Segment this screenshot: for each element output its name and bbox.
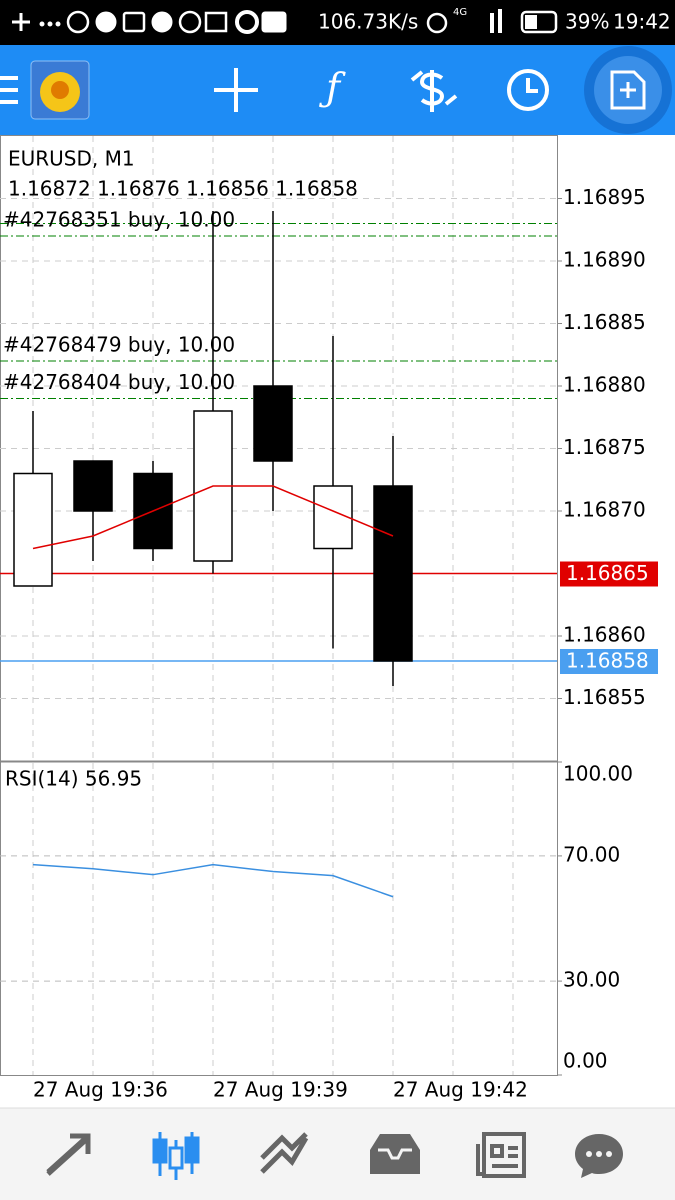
x-tick-label: 27 Aug 19:36: [33, 1078, 168, 1102]
y-tick-label: 1.16895: [563, 185, 646, 209]
status-icons: [12, 9, 558, 34]
y-tick-label: 100.00: [563, 762, 633, 786]
y-tick-label: 1.16880: [563, 373, 646, 397]
y-tick-label: 70.00: [563, 842, 620, 866]
y-tick-label: 1.16885: [563, 310, 646, 334]
menu-button[interactable]: [0, 76, 18, 104]
clock: 19:42: [613, 10, 671, 34]
ohlc-readout: 1.16872 1.16876 1.16856 1.16858: [8, 177, 358, 201]
y-tick-label: 1.16890: [563, 248, 646, 272]
battery-level: 39%: [565, 10, 609, 34]
candle-body: [253, 385, 293, 462]
indicator-title: RSI(14) 56.95: [5, 767, 142, 791]
quotes-tab[interactable]: [46, 1133, 91, 1176]
news-tab[interactable]: [476, 1132, 526, 1178]
candle-body: [13, 472, 53, 587]
history-button[interactable]: [507, 69, 549, 111]
rsi-line: [32, 863, 394, 898]
symbol-title: EURUSD, M1: [8, 147, 135, 171]
toolbar: [0, 45, 675, 135]
bid-price-label: 1.16858: [566, 649, 649, 673]
moving-average: [32, 485, 394, 550]
y-tick-label: 0.00: [563, 1049, 608, 1073]
bid-price-tag: [560, 649, 658, 674]
candle-body: [313, 485, 353, 550]
chart-frame: [0, 135, 558, 1076]
candle-body: [373, 485, 413, 662]
app-logo[interactable]: [30, 60, 90, 120]
ask-price-tag: [560, 561, 658, 587]
y-tick-label: 1.16860: [563, 623, 646, 647]
plot-layer: 1.16895 1.16890 1.16885 1.16880 1.16875 1.168…: [0, 185, 658, 1102]
y-tick-label: 1.16870: [563, 498, 646, 522]
order-label: #42768351 buy, 10.00: [3, 208, 235, 232]
new-order-button[interactable]: [584, 46, 672, 134]
bottom-nav: [0, 1108, 675, 1200]
chat-tab[interactable]: [575, 1134, 623, 1178]
order-label: #42768404 buy, 10.00: [3, 370, 235, 394]
network-type: 4G: [453, 7, 467, 18]
network-speed: 106.73K/s: [318, 10, 418, 34]
ask-price-label: 1.16865: [566, 561, 649, 585]
y-tick-label: 1.16875: [563, 435, 646, 459]
crosshair-button[interactable]: [214, 68, 258, 112]
x-tick-label: 27 Aug 19:42: [393, 1078, 528, 1102]
y-tick-label: 1.16855: [563, 685, 646, 709]
y-tick-label: 30.00: [563, 968, 620, 992]
history-tab[interactable]: [370, 1134, 420, 1174]
trade-button[interactable]: [410, 70, 458, 112]
chart-tab[interactable]: [152, 1132, 200, 1180]
trade-tab[interactable]: [260, 1132, 309, 1174]
x-tick-label: 27 Aug 19:39: [213, 1078, 348, 1102]
candle-body: [73, 460, 113, 512]
order-label: #42768479 buy, 10.00: [3, 333, 235, 357]
